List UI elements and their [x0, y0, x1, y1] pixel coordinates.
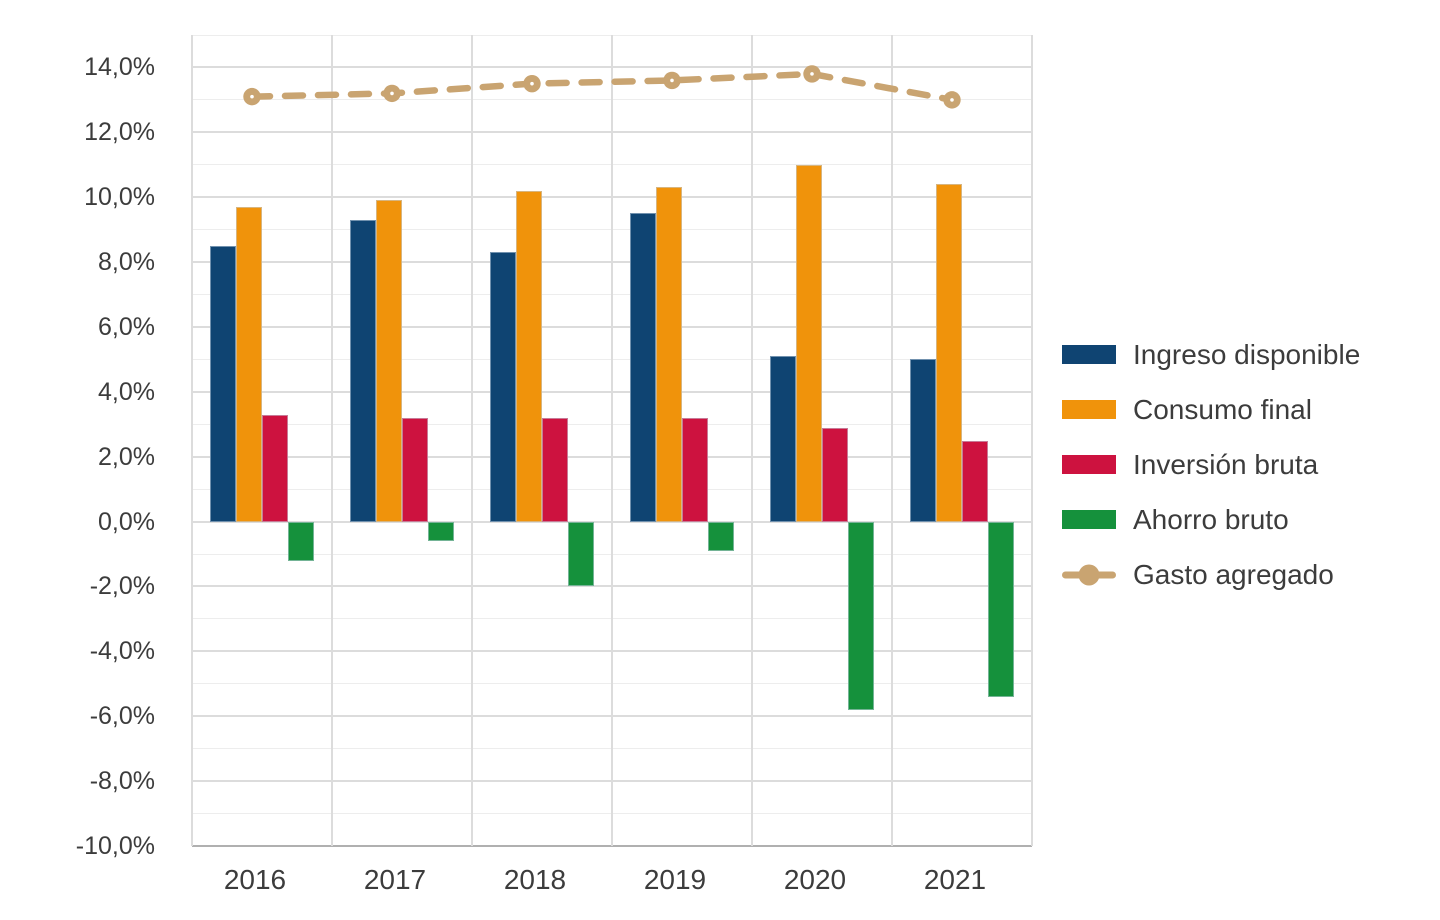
bar-consumo-final-2019 [656, 187, 682, 522]
marker-pinhole [810, 72, 814, 76]
y-tick-label--10: -10,0% [75, 832, 155, 860]
gasto-agregado-marker-2018 [523, 74, 541, 93]
bar-inversion-bruta-2016 [262, 414, 288, 522]
y-tick-label-14: 14,0% [84, 53, 155, 82]
y-tick-label--4: -4,0% [89, 637, 155, 666]
x-tick-label-2020: 2020 [783, 864, 847, 895]
bar-inversion-bruta-2019 [682, 417, 708, 522]
x-tick-label-2016: 2016 [223, 864, 287, 895]
bar-ahorro-bruto-2020 [848, 521, 874, 710]
gasto-agregado-marker-2016 [243, 87, 261, 106]
gridline-v-2 [471, 35, 473, 846]
plot-area [191, 34, 1033, 847]
marker-pinhole [390, 91, 394, 96]
gridline-v-5 [891, 35, 893, 846]
bar-ingreso-disponible-2021 [910, 359, 936, 522]
bar-inversion-bruta-2021 [962, 440, 988, 522]
legend-swatch-ahorro-bruto [1062, 510, 1116, 529]
marker-pinhole [250, 94, 254, 99]
bar-ingreso-disponible-2017 [350, 219, 376, 522]
bar-consumo-final-2021 [936, 184, 962, 522]
marker-pinhole [670, 78, 674, 83]
gridline-h--10 [192, 845, 1032, 847]
bar-ahorro-bruto-2018 [568, 521, 594, 587]
bar-ingreso-disponible-2016 [210, 245, 236, 522]
y-tick-label--2: -2,0% [89, 572, 155, 601]
legend: Ingreso disponible Consumo final Inversión… [1062, 327, 1360, 602]
bar-ahorro-bruto-2021 [988, 521, 1014, 697]
legend-label-consumo-final: Consumo final [1133, 393, 1312, 425]
x-tick-label-2019: 2019 [643, 864, 707, 895]
y-tick-label-8: 8,0% [98, 248, 155, 277]
legend-swatch-inversion-bruta [1062, 455, 1116, 474]
legend-swatch-consumo-final [1062, 400, 1116, 419]
bar-ingreso-disponible-2019 [630, 213, 656, 522]
legend-item-ingreso-disponible: Ingreso disponible [1062, 327, 1360, 382]
gasto-agregado-line [248, 70, 956, 104]
x-tick-label-2017: 2017 [363, 864, 427, 895]
gridline-v-1 [331, 35, 333, 846]
bar-inversion-bruta-2018 [542, 417, 568, 522]
legend-line-swatch-gasto-agregado [1062, 563, 1116, 587]
legend-item-inversion-bruta: Inversión bruta [1062, 437, 1360, 492]
x-tick-label-2018: 2018 [503, 864, 567, 895]
y-tick-label-4: 4,0% [98, 377, 155, 406]
legend-label-ahorro-bruto: Ahorro bruto [1133, 503, 1289, 535]
legend-item-gasto-agregado: Gasto agregado [1062, 547, 1360, 602]
y-tick-label-2: 2,0% [98, 442, 155, 471]
y-tick-label-10: 10,0% [84, 183, 155, 212]
x-tick-label-2021: 2021 [923, 864, 987, 895]
legend-label-gasto-agregado: Gasto agregado [1133, 558, 1334, 590]
bar-consumo-final-2017 [376, 200, 402, 522]
y-tick-label--6: -6,0% [89, 702, 155, 731]
gridline-v-6 [1031, 35, 1033, 846]
marker-pinhole [530, 81, 534, 86]
legend-label-inversion-bruta: Inversión bruta [1133, 448, 1319, 480]
y-tick-label-6: 6,0% [98, 312, 155, 341]
y-tick-label-0: 0,0% [98, 507, 155, 536]
gridline-v-4 [751, 35, 753, 846]
bar-ingreso-disponible-2020 [770, 356, 796, 522]
legend-label-ingreso-disponible: Ingreso disponible [1133, 338, 1361, 370]
legend-item-consumo-final: Consumo final [1062, 382, 1360, 437]
gridline-v-3 [611, 35, 613, 846]
bar-ingreso-disponible-2018 [490, 252, 516, 522]
y-tick-label--8: -8,0% [89, 767, 155, 796]
legend-swatch-ingreso-disponible [1062, 345, 1116, 364]
bar-consumo-final-2020 [796, 164, 822, 522]
gasto-agregado-marker-2019 [663, 71, 681, 90]
gridline-v-0 [191, 35, 193, 846]
legend-item-ahorro-bruto: Ahorro bruto [1062, 492, 1360, 547]
bar-ahorro-bruto-2016 [288, 521, 314, 561]
bar-inversion-bruta-2020 [822, 427, 848, 522]
bar-consumo-final-2016 [236, 206, 262, 522]
bar-consumo-final-2018 [516, 190, 542, 522]
y-tick-label-12: 12,0% [84, 118, 155, 147]
bar-inversion-bruta-2017 [402, 417, 428, 522]
bar-ahorro-bruto-2019 [708, 521, 734, 551]
bar-ahorro-bruto-2017 [428, 521, 454, 542]
legend-line-dot [1078, 564, 1100, 585]
